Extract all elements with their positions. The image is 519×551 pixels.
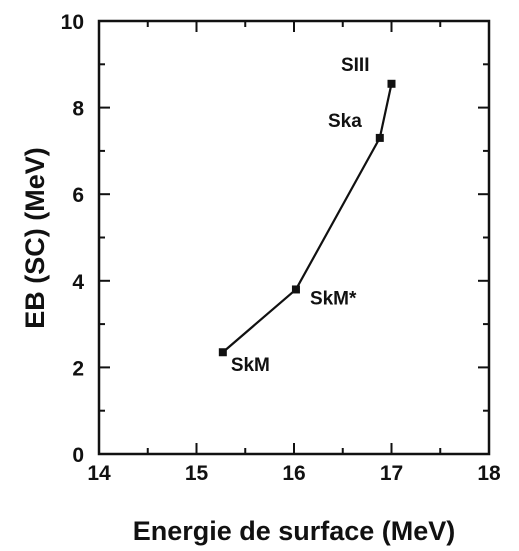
data-point: [387, 79, 396, 88]
plot-frame: [97, 19, 491, 456]
tick-labels: 14 15 16 17 18 0 2 4 6 8 10: [61, 11, 501, 485]
point-label: SIII: [341, 55, 370, 76]
data-point: [375, 133, 384, 142]
y-axis-title: EB (SC) (MeV): [20, 147, 50, 329]
point-label: SkM: [231, 355, 270, 376]
data-point: [291, 285, 300, 294]
series-group: SkM SkM* Ska SIII: [218, 55, 396, 376]
axis-ticks: [98, 20, 490, 455]
data-point: [218, 348, 227, 357]
x-tick-label: 15: [185, 462, 209, 485]
x-tick-label: 17: [380, 462, 403, 485]
y-tick-label: 6: [72, 184, 84, 207]
x-tick-label: 18: [477, 462, 501, 485]
x-axis-title: Energie de surface (MeV): [133, 516, 456, 546]
x-tick-label: 16: [282, 462, 305, 485]
y-tick-label: 0: [72, 444, 84, 467]
y-tick-label: 4: [72, 271, 84, 294]
point-label: Ska: [328, 111, 362, 132]
point-label: SkM*: [310, 288, 357, 309]
y-tick-label: 10: [61, 11, 84, 34]
y-tick-label: 8: [72, 98, 84, 121]
x-tick-label: 14: [87, 462, 111, 485]
y-tick-label: 2: [72, 357, 84, 380]
series-line: [222, 83, 393, 354]
